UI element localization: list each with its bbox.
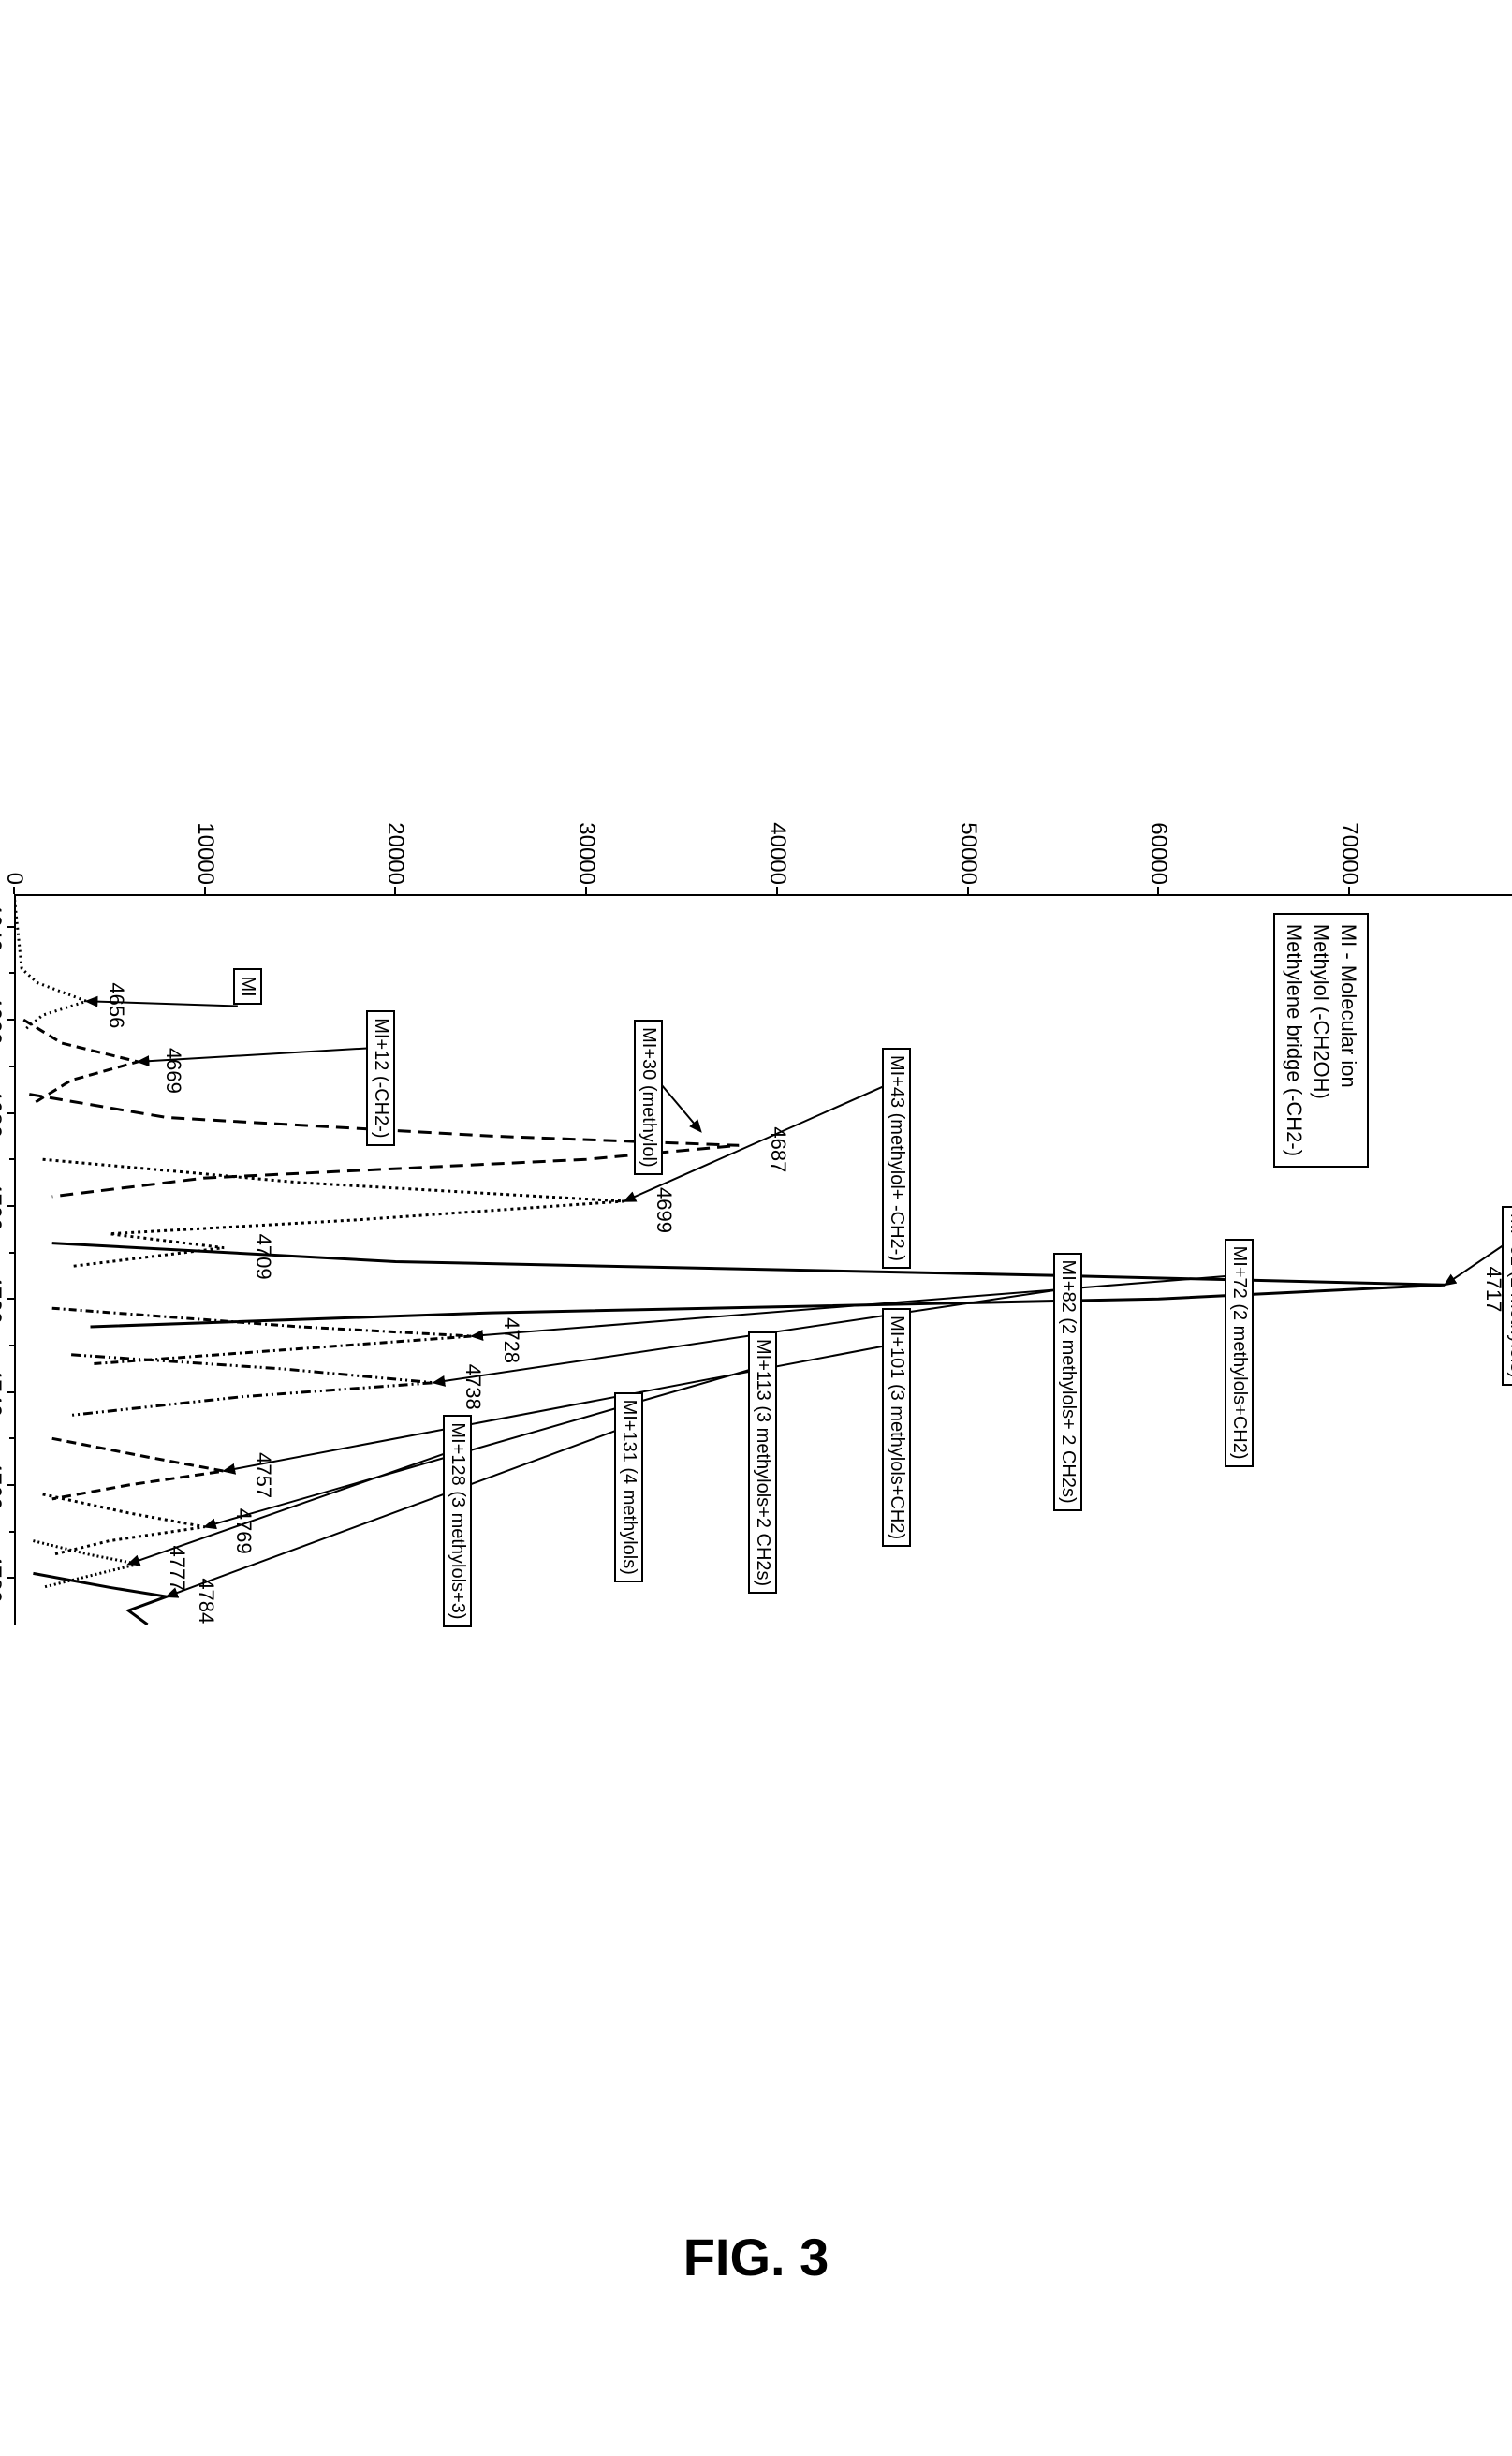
y-tick-mark <box>13 887 15 894</box>
y-tick-mark <box>1158 887 1160 894</box>
y-tick-label: 70000 <box>1338 796 1360 885</box>
chart-plot-area: 0100002000030000400005000060000700008000… <box>14 894 1512 1625</box>
annotation-box: MI+113 (3 methylols+2 CH2s) <box>748 1331 777 1594</box>
y-tick-mark <box>1348 887 1350 894</box>
annotation-box: MI+30 (methylol) <box>634 1020 663 1175</box>
figure-label: FIG. 3 <box>683 2227 829 2287</box>
y-axis <box>14 894 1512 896</box>
x-tick-mark <box>7 1112 14 1114</box>
x-tick-mark <box>7 1019 14 1021</box>
y-tick-label: 50000 <box>957 796 979 885</box>
x-tick-mark <box>7 1391 14 1393</box>
x-axis <box>14 894 16 1625</box>
y-tick-mark <box>967 887 969 894</box>
series-MI43 <box>43 1159 624 1266</box>
x-tick-label: 4720 <box>0 1274 4 1324</box>
annotation-box: MI <box>233 968 262 1004</box>
peak-label: 4656 <box>104 982 128 1028</box>
y-tick-label: 40000 <box>766 796 788 885</box>
legend-line: Methylol (-CH2OH) <box>1307 924 1334 1156</box>
annotation-box: MI+101 (3 methylols+CH2) <box>882 1308 911 1547</box>
peak-label: 4738 <box>461 1364 485 1410</box>
annotation-box: MI+61 (2 methylols) <box>1502 1206 1512 1386</box>
chart-rotated-container: Components 01000020000300004000050000600… <box>0 791 1512 1653</box>
x-tick-label: 4680 <box>0 1088 4 1138</box>
y-tick-mark <box>395 887 397 894</box>
series-MI101 <box>52 1438 224 1499</box>
page: Components 01000020000300004000050000600… <box>0 0 1512 2456</box>
x-tick-mark <box>7 1205 14 1207</box>
peak-label: 4709 <box>251 1234 275 1280</box>
x-tick-mark <box>7 926 14 928</box>
series-MI82 <box>71 1355 433 1416</box>
y-tick-label: 30000 <box>575 796 597 885</box>
y-tick-label: 60000 <box>1148 796 1170 885</box>
legend-line: MI - Molecular ion <box>1334 924 1361 1156</box>
series-MI131 <box>33 1573 167 1625</box>
peak-label: 4687 <box>766 1126 790 1172</box>
peak-label: 4728 <box>499 1317 523 1363</box>
x-tick-label: 4760 <box>0 1460 4 1509</box>
annotation-box: MI+82 (2 methylols+ 2 CH2s) <box>1053 1253 1082 1511</box>
peak-label: 4699 <box>652 1187 676 1233</box>
peak-label: 4769 <box>231 1508 256 1554</box>
y-tick-mark <box>204 887 206 894</box>
x-tick-label: 4740 <box>0 1367 4 1417</box>
x-tick-mark <box>7 1298 14 1300</box>
legend-box: MI - Molecular ionMethylol (-CH2OH)Methy… <box>1273 913 1369 1168</box>
x-tick-mark <box>7 1484 14 1486</box>
series-MI12 <box>23 1020 138 1104</box>
y-tick-mark <box>585 887 587 894</box>
x-tick-mark <box>7 1577 14 1579</box>
x-tick-label: 4660 <box>0 994 4 1044</box>
peak-label: 4669 <box>161 1048 185 1094</box>
y-tick-mark <box>776 887 778 894</box>
series-MI <box>14 894 86 1029</box>
y-tick-label: 20000 <box>385 796 407 885</box>
annotation-box: MI+128 (3 methylols+3) <box>443 1415 472 1626</box>
y-tick-label: 0 <box>3 796 25 885</box>
peak-label: 4777 <box>165 1546 189 1592</box>
chart-outer: Components 01000020000300004000050000600… <box>0 791 1512 1653</box>
annotation-box: MI+72 (2 methylols+CH2) <box>1225 1239 1254 1467</box>
x-tick-label: 4640 <box>0 902 4 951</box>
annotation-box: MI+12 (-CH2-) <box>367 1010 396 1145</box>
annotation-box: MI+43 (methylol+ -CH2-) <box>882 1048 911 1269</box>
annotation-box: MI+131 (4 methylols) <box>614 1392 643 1582</box>
x-tick-label: 4700 <box>0 1181 4 1230</box>
peak-label: 4757 <box>251 1452 275 1498</box>
y-tick-label: 10000 <box>194 796 216 885</box>
series-MI128 <box>33 1541 138 1588</box>
x-tick-label: 4780 <box>0 1553 4 1603</box>
peak-label: 4784 <box>194 1578 218 1624</box>
legend-line: Methylene bridge (-CH2-) <box>1281 924 1308 1156</box>
